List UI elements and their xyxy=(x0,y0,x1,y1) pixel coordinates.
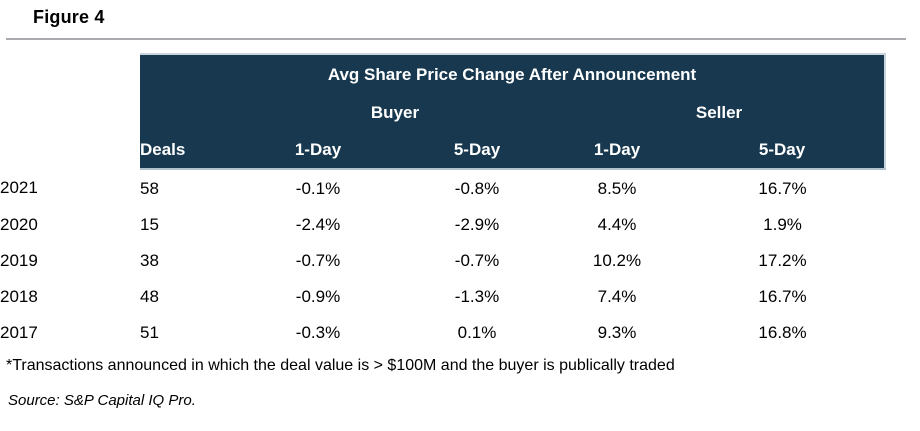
spacer-cell xyxy=(0,94,140,131)
buyer-group-header: Buyer xyxy=(236,94,554,131)
year-cell: 2021 xyxy=(0,178,38,197)
seller-5day-cell: 1.9% xyxy=(763,214,802,234)
table-title-row: Avg Share Price Change After Announcemen… xyxy=(0,53,887,94)
seller-5day-cell: 16.8% xyxy=(758,322,807,342)
deals-cell: 51 xyxy=(140,322,159,342)
deals-cell: 48 xyxy=(140,286,159,306)
buyer-5day-cell: -2.9% xyxy=(454,214,500,234)
table-row: 2020 15 -2.4% -2.9% 4.4% 1.9% xyxy=(0,206,885,242)
buyer-5day-column-header: 5-Day xyxy=(400,131,554,170)
buyer-5day-cell: 0.1% xyxy=(457,322,497,342)
table-row: 2021 58 -0.1% -0.8% 8.5% 16.7% xyxy=(0,169,885,206)
seller-5day-column-header: 5-Day xyxy=(680,131,887,170)
year-cell: 2017 xyxy=(0,322,38,342)
deals-cell: 58 xyxy=(140,178,159,198)
buyer-1day-cell: -0.7% xyxy=(295,250,341,270)
buyer-1day-cell: -0.3% xyxy=(295,322,341,342)
table-row: 2018 48 -0.9% -1.3% 7.4% 16.7% xyxy=(0,278,885,314)
seller-1day-column-header: 1-Day xyxy=(554,131,680,170)
buyer-1day-cell: -0.1% xyxy=(295,178,341,198)
deals-cell: 38 xyxy=(140,250,159,270)
seller-1day-cell: 8.5% xyxy=(597,178,637,198)
buyer-5day-cell: -1.3% xyxy=(454,286,500,306)
seller-1day-cell: 7.4% xyxy=(597,286,637,306)
year-cell: 2020 xyxy=(0,214,38,234)
deals-cell: 15 xyxy=(140,214,159,234)
buyer-5day-cell: -0.8% xyxy=(454,178,500,198)
year-cell: 2018 xyxy=(0,286,38,306)
spacer-cell xyxy=(0,131,140,169)
seller-5day-cell: 16.7% xyxy=(758,286,807,306)
seller-group-header: Seller xyxy=(554,94,887,131)
share-price-change-table: Avg Share Price Change After Announcemen… xyxy=(0,53,887,350)
deals-column-header: Deals xyxy=(140,131,236,170)
footnote-text: *Transactions announced in which the dea… xyxy=(6,357,675,374)
buyer-5day-cell: -0.7% xyxy=(454,250,500,270)
table-title: Avg Share Price Change After Announcemen… xyxy=(140,53,887,94)
group-header-row: Buyer Seller xyxy=(0,94,887,131)
table-row: 2017 51 -0.3% 0.1% 9.3% 16.8% xyxy=(0,314,885,350)
column-header-row: Deals 1-Day 5-Day 1-Day 5-Day xyxy=(0,131,887,170)
table-row: 2019 38 -0.7% -0.7% 10.2% 17.2% xyxy=(0,242,885,278)
header-divider-rule xyxy=(6,38,906,40)
seller-5day-cell: 17.2% xyxy=(758,250,807,270)
seller-1day-cell: 9.3% xyxy=(597,322,637,342)
figure-label: Figure 4 xyxy=(33,7,105,27)
year-cell: 2019 xyxy=(0,250,38,270)
spacer-header-cell xyxy=(140,94,236,131)
spacer-cell xyxy=(0,54,140,94)
seller-5day-cell: 16.7% xyxy=(758,178,807,198)
buyer-1day-column-header: 1-Day xyxy=(236,131,400,170)
seller-1day-cell: 4.4% xyxy=(597,214,637,234)
buyer-1day-cell: -2.4% xyxy=(295,214,341,234)
buyer-1day-cell: -0.9% xyxy=(295,286,341,306)
seller-1day-cell: 10.2% xyxy=(592,250,642,270)
source-text: Source: S&P Capital IQ Pro. xyxy=(8,392,196,409)
